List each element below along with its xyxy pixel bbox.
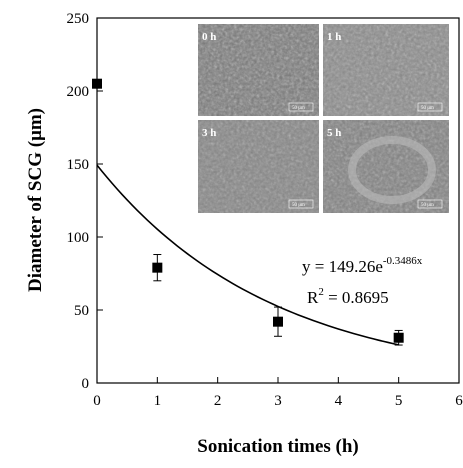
- sem-label-0h: 0 h: [202, 31, 216, 43]
- x-axis-title: Sonication times (h): [197, 436, 359, 457]
- scalebar-line: [417, 199, 443, 209]
- y-axis-ticks: 0 50 100 150 200 250: [67, 11, 103, 392]
- x-tick-label: 1: [154, 393, 162, 409]
- x-tick-label: 4: [335, 393, 343, 409]
- r2-label: R: [307, 288, 319, 307]
- y-tick-label: 200: [67, 84, 90, 100]
- sem-image-5h: 5 h 50 μm: [323, 120, 449, 213]
- sem-image-0h: 0 h 50 μm: [198, 24, 319, 116]
- x-tick-label: 5: [395, 393, 403, 409]
- r2-superscript: 2: [318, 286, 324, 298]
- sem-label-3h: 3 h: [202, 127, 216, 139]
- x-axis-ticks: 0 1 2 3 4 5 6: [93, 377, 463, 409]
- r2-value: = 0.8695: [324, 288, 389, 307]
- data-point: [393, 332, 404, 343]
- scalebar-line: [417, 102, 443, 112]
- sem-image-1h: 1 h 50 μm: [323, 24, 449, 116]
- scalebar-label: 50 μm: [292, 203, 305, 208]
- y-tick-label: 0: [82, 376, 90, 392]
- sem-image-3h: 3 h 50 μm: [198, 120, 319, 213]
- fit-curve: [96, 164, 399, 346]
- x-tick-label: 3: [274, 393, 282, 409]
- y-tick-label: 150: [67, 157, 90, 173]
- scalebar-label: 50 μm: [292, 106, 305, 111]
- y-tick-label: 250: [67, 11, 90, 27]
- fit-equation-exponent: -0.3486x: [383, 255, 423, 267]
- sem-label-1h: 1 h: [327, 31, 341, 43]
- sem-image-5h-ring: [348, 136, 436, 204]
- y-tick-label: 50: [74, 303, 89, 319]
- sem-label-5h: 5 h: [327, 127, 341, 139]
- sem-inset-group: 0 h 50 μm 1 h 50 μm 3 h 50 μm: [198, 24, 449, 213]
- fit-equation: y = 149.26e-0.3486x: [302, 255, 423, 276]
- sem-image-3h-texture: [198, 120, 319, 213]
- y-tick-label: 100: [67, 230, 90, 246]
- sem-image-0h-texture: [198, 24, 319, 116]
- data-point: [152, 262, 163, 273]
- fit-r-squared: R2 = 0.8695: [307, 286, 389, 307]
- scalebar-line: [288, 102, 314, 112]
- x-tick-label: 6: [455, 393, 463, 409]
- scalebar-label: 50 μm: [421, 106, 434, 111]
- data-point: [273, 316, 283, 327]
- sem-image-1h-texture: [323, 24, 449, 116]
- x-tick-label: 2: [214, 393, 222, 409]
- y-axis-title: Diameter of SCG (μm): [25, 108, 46, 292]
- data-points: [92, 78, 404, 343]
- data-point: [92, 78, 102, 89]
- scalebar-line: [288, 199, 314, 209]
- x-tick-label: 0: [93, 393, 101, 409]
- scalebar-label: 50 μm: [421, 203, 434, 208]
- fit-equation-main: y = 149.26e: [302, 257, 383, 276]
